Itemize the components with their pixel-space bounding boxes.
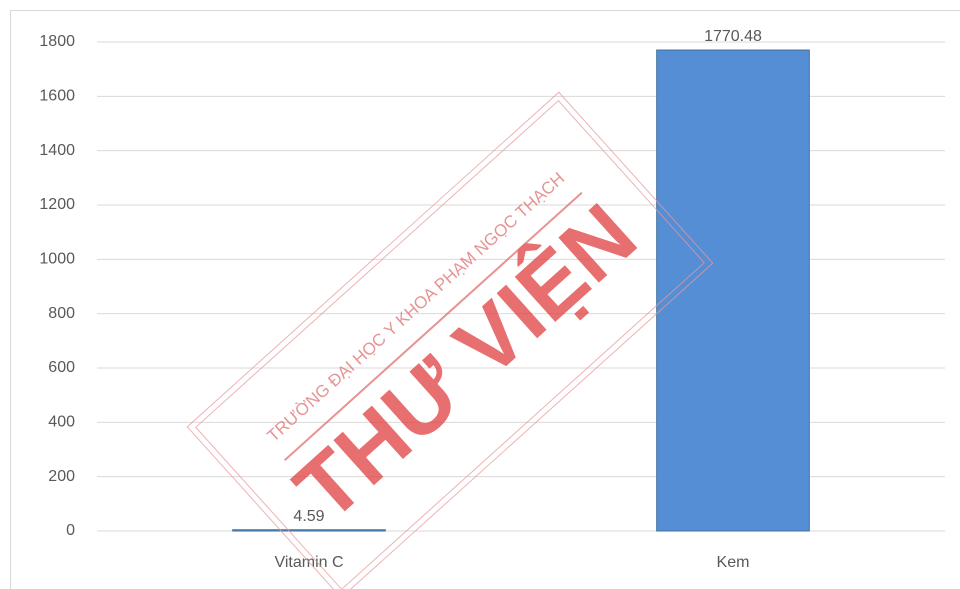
y-tick-label: 1200 xyxy=(39,196,75,213)
y-tick-label: 1800 xyxy=(39,33,75,50)
y-tick-label: 200 xyxy=(48,468,75,485)
y-tick-label: 1600 xyxy=(39,88,75,105)
watermark: TRƯỜNG ĐẠI HỌC Y KHOA PHẠM NGỌC THẠCH TH… xyxy=(186,91,714,589)
chart-border xyxy=(10,10,960,589)
x-tick-label: Kem xyxy=(717,554,750,571)
bar xyxy=(656,49,810,532)
y-tick-label: 400 xyxy=(48,414,75,431)
watermark-frame xyxy=(186,91,714,589)
watermark-rule xyxy=(283,191,583,461)
bar xyxy=(232,529,386,532)
y-tick-label: 600 xyxy=(48,359,75,376)
y-tick-label: 1400 xyxy=(39,142,75,159)
y-tick-label: 1000 xyxy=(39,251,75,268)
y-tick-label: 0 xyxy=(66,522,75,539)
watermark-frame xyxy=(195,100,705,589)
data-label: 4.59 xyxy=(293,508,324,525)
data-label: 1770.48 xyxy=(704,28,762,45)
y-tick-label: 800 xyxy=(48,305,75,322)
